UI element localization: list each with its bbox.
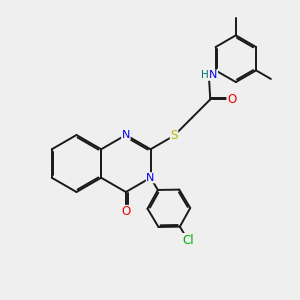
Text: O: O	[121, 206, 130, 218]
Text: Cl: Cl	[182, 234, 194, 247]
Text: S: S	[170, 129, 178, 142]
Text: N: N	[122, 130, 130, 140]
Text: N: N	[146, 173, 155, 183]
Text: H: H	[201, 70, 209, 80]
Text: N: N	[209, 70, 218, 80]
Text: O: O	[227, 93, 236, 106]
